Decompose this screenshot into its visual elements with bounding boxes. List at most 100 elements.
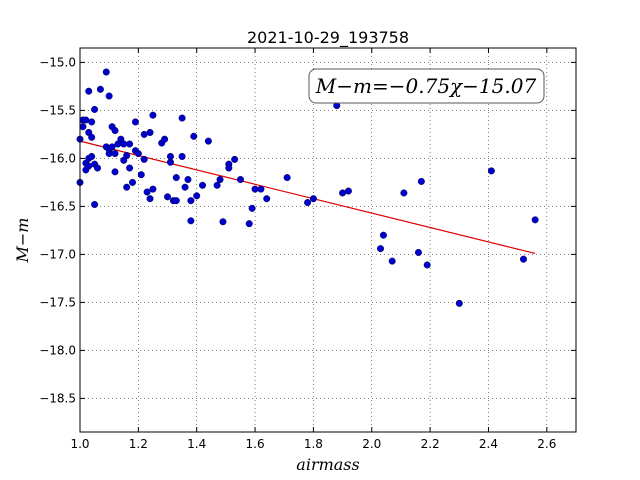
fit-line xyxy=(79,140,536,255)
data-point xyxy=(146,128,154,136)
data-point xyxy=(263,195,271,203)
x-tick-label: 1.6 xyxy=(246,437,265,451)
data-point xyxy=(344,187,352,195)
data-point xyxy=(417,177,425,185)
data-point xyxy=(184,176,192,184)
data-point xyxy=(111,150,119,158)
data-point xyxy=(94,164,102,172)
data-point xyxy=(143,188,151,196)
x-tick-label: 2.4 xyxy=(479,437,498,451)
y-tick-label: −15.5 xyxy=(39,103,76,117)
data-point xyxy=(423,261,431,269)
x-tick-label: 2.2 xyxy=(421,437,440,451)
data-point xyxy=(129,178,137,186)
data-point xyxy=(88,152,96,160)
data-point xyxy=(531,216,539,224)
data-point xyxy=(166,158,174,166)
data-point xyxy=(134,150,142,158)
y-tick-labels: −15.0 −15.5 −16.0 −16.5 −17.0 −17.5 −18.0 −18.5 xyxy=(39,55,76,405)
data-point xyxy=(377,245,385,253)
data-point xyxy=(123,183,131,191)
data-point xyxy=(339,189,347,197)
data-point xyxy=(455,299,463,307)
data-point xyxy=(140,155,148,163)
y-axis-label: M−m xyxy=(13,218,32,264)
data-point xyxy=(82,116,90,124)
data-point xyxy=(193,192,201,200)
data-points xyxy=(76,68,539,307)
y-tick-label: −17.0 xyxy=(39,247,76,261)
data-point xyxy=(131,118,139,126)
y-tick-label: −16.5 xyxy=(39,199,76,213)
data-point xyxy=(219,218,227,226)
data-point xyxy=(111,127,119,135)
data-point xyxy=(88,118,96,126)
data-point xyxy=(102,68,110,76)
y-tick-label: −15.0 xyxy=(39,55,76,69)
x-tick-label: 1.8 xyxy=(304,437,323,451)
data-point xyxy=(225,164,233,172)
data-point xyxy=(161,135,169,143)
x-tick-label: 2.6 xyxy=(537,437,556,451)
fit-equation-text: M−m=−0.75χ−15.07 xyxy=(315,74,537,98)
data-point xyxy=(187,217,195,225)
data-point xyxy=(257,185,265,193)
data-point xyxy=(146,195,154,203)
data-point xyxy=(204,137,212,145)
data-point xyxy=(96,85,104,93)
grid-lines xyxy=(79,48,576,432)
data-point xyxy=(309,195,317,203)
data-point xyxy=(164,193,172,201)
data-point xyxy=(126,140,134,148)
data-point xyxy=(178,114,186,122)
data-point xyxy=(88,133,96,141)
data-point xyxy=(304,199,312,207)
data-point xyxy=(105,92,113,100)
data-point xyxy=(91,200,99,208)
data-point xyxy=(178,152,186,160)
data-point xyxy=(149,185,157,193)
data-point xyxy=(199,181,207,189)
data-point xyxy=(85,87,93,95)
x-tick-label: 1.0 xyxy=(70,437,89,451)
data-point xyxy=(519,255,527,263)
fit-line-layer xyxy=(79,140,536,255)
data-point xyxy=(231,155,239,163)
data-point xyxy=(85,162,93,170)
data-point xyxy=(172,197,180,205)
data-point xyxy=(400,189,408,197)
data-point xyxy=(251,185,259,193)
x-tick-label: 1.2 xyxy=(129,437,148,451)
data-point xyxy=(140,130,148,138)
data-point xyxy=(414,248,422,256)
data-point xyxy=(379,231,387,239)
y-tick-label: −18.5 xyxy=(39,391,76,405)
data-point xyxy=(248,204,256,212)
data-point xyxy=(123,152,131,160)
data-point xyxy=(126,164,134,172)
data-point xyxy=(187,197,195,205)
fit-equation-box: M−m=−0.75χ−15.07 xyxy=(308,68,545,104)
data-point xyxy=(216,176,224,184)
data-point xyxy=(111,168,119,176)
data-point xyxy=(236,176,244,184)
data-point xyxy=(172,174,180,182)
x-tick-labels: 1.0 1.2 1.4 1.6 1.8 2.0 2.2 2.4 2.6 xyxy=(70,437,556,451)
data-point xyxy=(105,150,113,158)
data-point xyxy=(283,174,291,182)
data-point xyxy=(487,167,495,175)
data-point xyxy=(120,140,128,148)
data-point xyxy=(91,105,99,113)
y-tick-label: −16.0 xyxy=(39,151,76,165)
data-point xyxy=(149,111,157,119)
x-tick-label: 1.4 xyxy=(187,437,206,451)
x-axis-label: airmass xyxy=(296,455,359,474)
x-tick-label: 2.0 xyxy=(362,437,381,451)
data-point xyxy=(108,143,116,151)
axis-ticks xyxy=(79,48,576,432)
data-point xyxy=(190,132,198,140)
chart-title: 2021-10-29_193758 xyxy=(247,28,409,48)
plot-area-frame xyxy=(79,47,577,433)
data-point xyxy=(79,123,87,131)
